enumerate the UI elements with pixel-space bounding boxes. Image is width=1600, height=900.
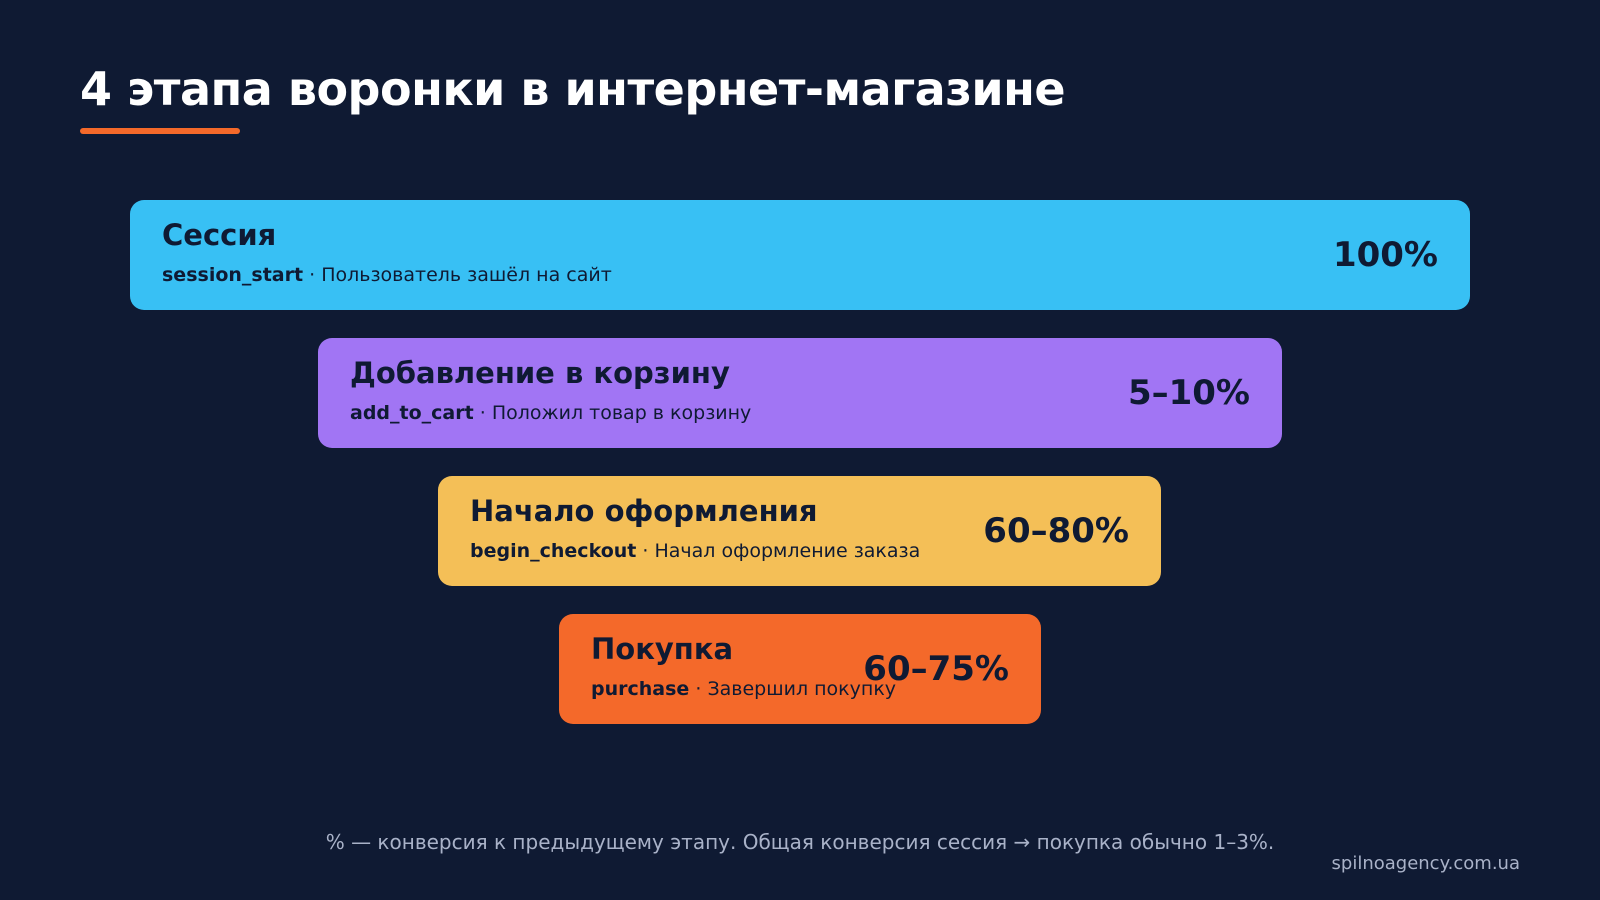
stage-percent: 60–75% <box>863 649 1009 689</box>
stage-description: begin_checkout · Начал оформление заказа <box>470 540 920 562</box>
stage-event: purchase <box>591 678 690 700</box>
title-underline <box>80 128 240 134</box>
stage-name: Начало оформления <box>470 494 818 528</box>
footnote: % — конверсия к предыдущему этапу. Общая… <box>325 830 1275 854</box>
stage-description-text: Пользователь зашёл на сайт <box>321 264 612 286</box>
page-title: 4 этапа воронки в интернет-магазине <box>80 62 1066 116</box>
stage-event: add_to_cart <box>350 402 474 424</box>
stage-description: session_start · Пользователь зашёл на са… <box>162 264 612 286</box>
stage-name: Сессия <box>162 218 277 252</box>
funnel-stage-add-to-cart: Добавление в корзину add_to_cart · Полож… <box>318 338 1282 448</box>
brand-link[interactable]: spilnoagency.com.ua <box>1331 853 1520 874</box>
stage-percent: 5–10% <box>1127 373 1250 413</box>
funnel-stage-session: Сессия session_start · Пользователь зашё… <box>130 200 1470 310</box>
stage-description-text: Начал оформление заказа <box>654 540 921 562</box>
stage-event: begin_checkout <box>470 540 637 562</box>
funnel-stage-purchase: Покупка purchase · Завершил покупку 60–7… <box>559 614 1041 724</box>
stage-description-text: Завершил покупку <box>707 678 897 700</box>
stage-description: purchase · Завершил покупку <box>591 678 896 700</box>
stage-percent: 100% <box>1332 235 1438 275</box>
stage-name: Добавление в корзину <box>350 356 730 390</box>
stage-description-text: Положил товар в корзину <box>491 402 752 424</box>
stage-separator: · <box>303 264 322 286</box>
stage-separator: · <box>473 402 492 424</box>
stage-name: Покупка <box>591 632 734 666</box>
stage-percent: 60–80% <box>983 511 1129 551</box>
stage-separator: · <box>689 678 708 700</box>
stage-description: add_to_cart · Положил товар в корзину <box>350 402 751 424</box>
funnel-stage-begin-checkout: Начало оформления begin_checkout · Начал… <box>438 476 1161 586</box>
stage-event: session_start <box>162 264 304 286</box>
stage-separator: · <box>636 540 655 562</box>
